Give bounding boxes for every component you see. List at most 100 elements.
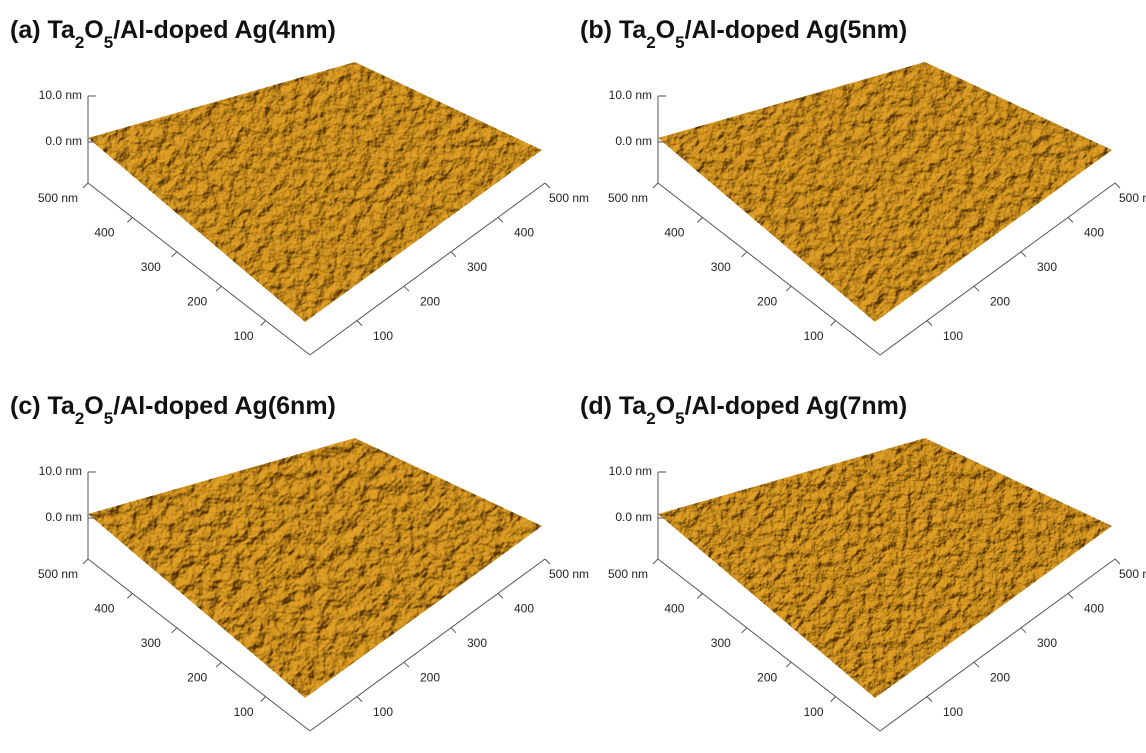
x-tick-label: 300 [711, 636, 731, 650]
x-tick-label: 300 [141, 636, 161, 650]
x-tick-label: 200 [757, 670, 777, 684]
x-tick [172, 252, 177, 257]
subscript: 5 [675, 33, 684, 52]
x-tick-label: 500 nm [38, 567, 78, 581]
subscript: 5 [104, 33, 113, 52]
y-tick-label: 300 [467, 260, 487, 274]
title-text: (a) Ta [10, 16, 76, 44]
title-text: /Al-doped Ag(7nm) [685, 392, 908, 420]
title-text: O [656, 16, 675, 44]
title-text: (d) Ta [580, 392, 647, 420]
y-tick-label: 500 nm [1119, 567, 1146, 581]
y-tick [498, 217, 503, 222]
y-tick [1115, 559, 1120, 564]
y-tick-label: 500 nm [1119, 191, 1146, 205]
x-tick-label: 200 [187, 294, 207, 308]
y-tick [927, 321, 932, 326]
y-tick-label: 100 [943, 329, 963, 343]
y-tick [451, 628, 456, 633]
x-tick [742, 252, 747, 257]
x-tick-label: 400 [94, 602, 114, 616]
subscript: 2 [75, 33, 84, 52]
y-tick [545, 559, 550, 564]
x-tick-label: 300 [711, 260, 731, 274]
subscript: 5 [104, 409, 113, 428]
z-tick-label: 10.0 nm [609, 88, 652, 102]
x-tick [653, 559, 658, 564]
y-tick-label: 100 [373, 705, 393, 719]
x-tick-label: 100 [234, 329, 254, 343]
z-tick-label: 10.0 nm [39, 88, 82, 102]
panel-title: (a) Ta2O5/Al-doped Ag(4nm) [10, 16, 336, 52]
y-tick [1068, 593, 1073, 598]
y-tick-label: 200 [420, 670, 440, 684]
y-tick-label: 400 [514, 226, 534, 240]
afm-surface [658, 438, 1112, 698]
y-tick-label: 400 [1084, 226, 1104, 240]
x-tick-label: 200 [757, 294, 777, 308]
x-tick [831, 321, 836, 326]
x-tick-label: 400 [94, 226, 114, 240]
panel: (b) Ta2O5/Al-doped Ag(5nm) 10.0 nm 0.0 nm 5… [580, 16, 1146, 355]
y-tick [545, 183, 550, 188]
y-tick-label: 300 [467, 636, 487, 650]
x-tick-label: 100 [804, 705, 824, 719]
x-tick-label: 500 nm [608, 567, 648, 581]
subscript: 2 [75, 409, 84, 428]
y-tick-label: 400 [514, 602, 534, 616]
z-tick-label: 0.0 nm [615, 510, 652, 524]
z-tick-label: 0.0 nm [615, 134, 652, 148]
z-tick-label: 0.0 nm [45, 510, 82, 524]
y-tick [357, 697, 362, 702]
x-tick-label: 400 [664, 602, 684, 616]
x-tick-label: 100 [804, 329, 824, 343]
panel-title: (c) Ta2O5/Al-doped Ag(6nm) [10, 392, 336, 428]
x-tick-label: 300 [141, 260, 161, 274]
x-tick-label: 100 [234, 705, 254, 719]
title-text: /Al-doped Ag(6nm) [113, 392, 336, 420]
x-tick [697, 593, 702, 598]
panel: (a) Ta2O5/Al-doped Ag(4nm)10.0 nm0.0 nm5… [10, 16, 589, 355]
x-tick [653, 183, 658, 188]
x-tick [831, 697, 836, 702]
subscript: 5 [675, 409, 684, 428]
x-tick [216, 662, 221, 667]
afm-surface [658, 62, 1112, 322]
subscript: 2 [646, 409, 655, 428]
x-tick [261, 697, 266, 702]
x-tick [786, 286, 791, 291]
figure: (a) Ta2O5/Al-doped Ag(4nm) 10.0 nm 0.0 nm 5… [0, 0, 1146, 753]
y-tick [1115, 183, 1120, 188]
panel-title: (b) Ta2O5/Al-doped Ag(5nm) [580, 16, 907, 52]
z-tick-label: 10.0 nm [609, 464, 652, 478]
panel: (c) Ta2O5/Al-doped Ag(6nm) 10.0 nm 0.0 nm 5… [10, 392, 589, 731]
panel-title: (d) Ta2O5/Al-doped Ag(7nm) [580, 392, 907, 428]
y-tick-label: 200 [990, 294, 1010, 308]
panel: (d) Ta2O5/Al-doped Ag(7nm) 10.0 nm 0.0 nm 5… [580, 392, 1146, 731]
title-text: (c) Ta [10, 392, 76, 420]
y-tick [974, 286, 979, 291]
x-tick [172, 628, 177, 633]
y-tick [974, 662, 979, 667]
y-tick [927, 697, 932, 702]
y-tick [1021, 252, 1026, 257]
x-tick [261, 321, 266, 326]
y-tick-label: 200 [990, 670, 1010, 684]
x-tick [83, 559, 88, 564]
x-tick-label: 200 [187, 670, 207, 684]
y-tick-label: 300 [1037, 260, 1057, 274]
y-tick-label: 500 nm [549, 567, 589, 581]
x-tick-label: 500 nm [608, 191, 648, 205]
y-tick [451, 252, 456, 257]
title-text: (b) Ta [580, 16, 647, 44]
x-tick [127, 217, 132, 222]
afm-surface [88, 438, 542, 698]
afm-surface [88, 62, 542, 322]
x-tick-label: 500 nm [38, 191, 78, 205]
y-tick [1021, 628, 1026, 633]
y-tick-label: 400 [1084, 602, 1104, 616]
x-tick [216, 286, 221, 291]
y-tick-label: 500 nm [549, 191, 589, 205]
z-tick-label: 10.0 nm [39, 464, 82, 478]
y-tick-label: 100 [943, 705, 963, 719]
